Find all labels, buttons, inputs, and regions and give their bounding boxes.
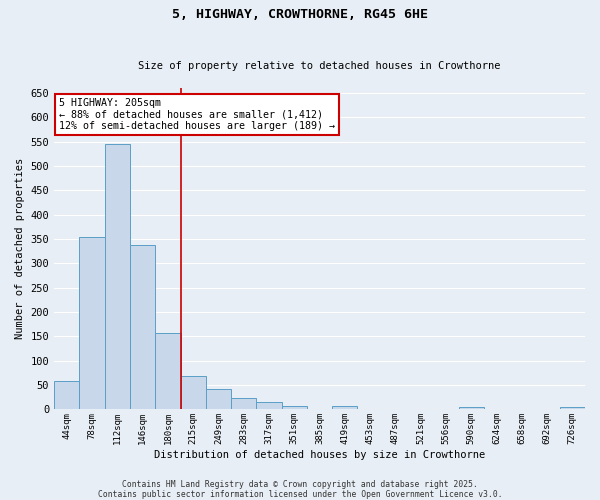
Bar: [79, 236, 105, 410]
Text: 5, HIGHWAY, CROWTHORNE, RG45 6HE: 5, HIGHWAY, CROWTHORNE, RG45 6HE: [172, 8, 428, 20]
Bar: [281, 406, 307, 409]
Text: 5 HIGHWAY: 205sqm
← 88% of detached houses are smaller (1,412)
12% of semi-detac: 5 HIGHWAY: 205sqm ← 88% of detached hous…: [59, 98, 335, 131]
Bar: [54, 381, 79, 410]
Title: Size of property relative to detached houses in Crowthorne: Size of property relative to detached ho…: [139, 60, 501, 70]
Bar: [206, 390, 231, 409]
Bar: [181, 376, 206, 410]
Bar: [332, 406, 358, 409]
Bar: [560, 407, 585, 410]
Bar: [130, 245, 155, 410]
Bar: [105, 144, 130, 409]
Text: Contains HM Land Registry data © Crown copyright and database right 2025.: Contains HM Land Registry data © Crown c…: [122, 480, 478, 489]
Text: Contains public sector information licensed under the Open Government Licence v3: Contains public sector information licen…: [98, 490, 502, 499]
Y-axis label: Number of detached properties: Number of detached properties: [15, 158, 25, 340]
Bar: [458, 407, 484, 410]
Bar: [256, 402, 281, 409]
X-axis label: Distribution of detached houses by size in Crowthorne: Distribution of detached houses by size …: [154, 450, 485, 460]
Bar: [155, 333, 181, 409]
Bar: [231, 398, 256, 409]
